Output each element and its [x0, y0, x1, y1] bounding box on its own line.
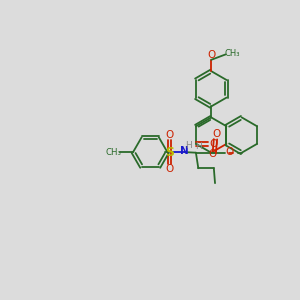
- Text: H: H: [185, 141, 192, 150]
- Text: N: N: [180, 146, 189, 157]
- Text: O: O: [165, 164, 173, 174]
- Text: S: S: [165, 146, 174, 159]
- Text: O: O: [209, 139, 218, 149]
- Text: O: O: [208, 149, 217, 159]
- Text: CH₃: CH₃: [224, 49, 240, 58]
- Text: O: O: [225, 147, 233, 158]
- Text: O: O: [212, 130, 220, 140]
- Text: O: O: [207, 50, 215, 60]
- Text: CH₃: CH₃: [105, 148, 121, 157]
- Text: H: H: [195, 142, 202, 151]
- Text: O: O: [165, 130, 173, 140]
